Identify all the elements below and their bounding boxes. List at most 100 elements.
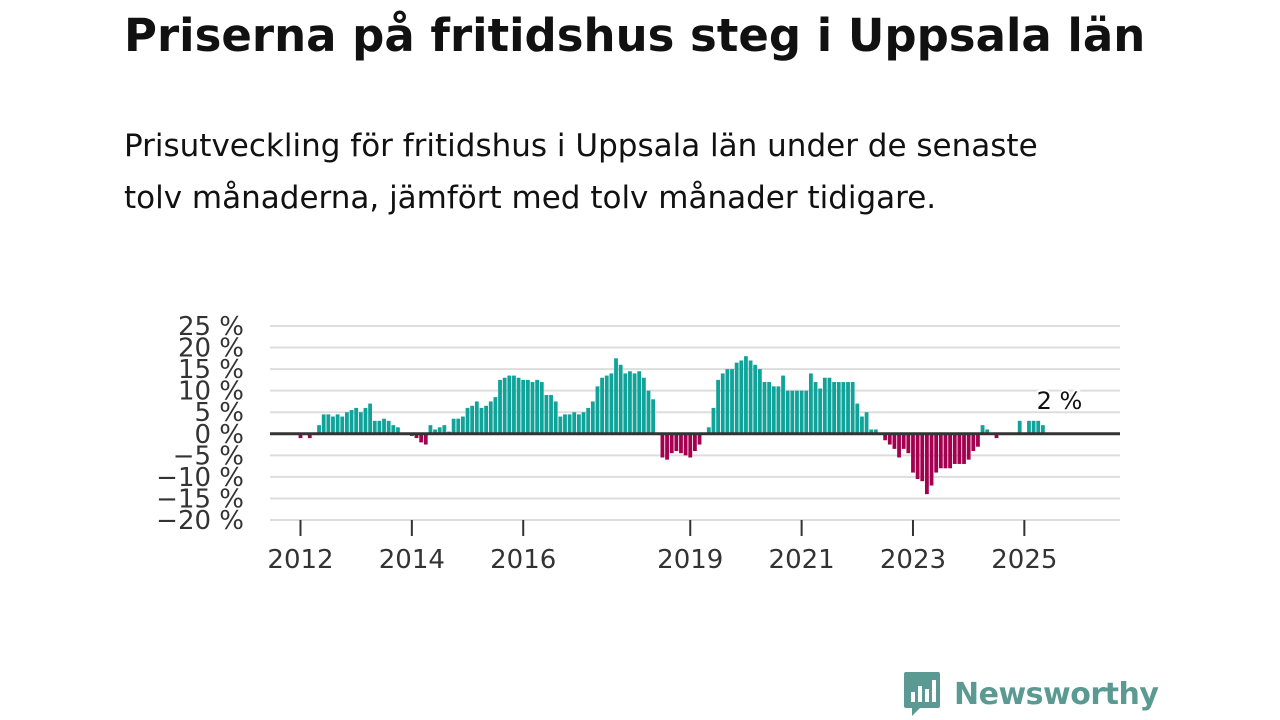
bar (595, 386, 600, 434)
y-tick-label: 5 % (194, 398, 244, 428)
bar (887, 433, 892, 445)
bar (637, 371, 642, 434)
bar (646, 390, 651, 434)
bar (739, 360, 744, 434)
bar (757, 369, 762, 434)
y-tick-label: 20 % (178, 334, 244, 364)
bar (660, 433, 665, 458)
bar (581, 412, 586, 434)
bar (748, 360, 753, 434)
newsworthy-logo-icon (904, 672, 940, 716)
y-tick-label: 25 % (178, 312, 244, 342)
bar (307, 433, 312, 439)
bar (377, 420, 382, 434)
bar (767, 382, 772, 434)
bar (428, 425, 433, 434)
bar (781, 375, 785, 434)
bar (804, 390, 809, 434)
bar (915, 433, 920, 480)
bar (298, 433, 303, 439)
bar (474, 401, 479, 434)
bar (349, 410, 354, 434)
bar (925, 433, 929, 495)
bar (623, 373, 628, 434)
bar (906, 433, 911, 454)
y-tick-label: −15 % (156, 484, 244, 514)
bar (1041, 425, 1045, 434)
bar (809, 373, 813, 434)
bar (345, 412, 349, 434)
annotation-layer: 2 % (1035, 385, 1085, 417)
bar (437, 427, 442, 434)
bar (674, 433, 679, 452)
bar (985, 429, 990, 434)
y-tick-label: 10 % (178, 377, 244, 407)
bar (679, 433, 683, 454)
brand-name: Newsworthy (954, 676, 1159, 712)
bar (1027, 420, 1031, 434)
bar (976, 433, 980, 447)
bar (632, 373, 637, 434)
bar (934, 433, 939, 473)
x-tick-label: 2016 (490, 545, 556, 575)
bar (498, 379, 502, 434)
bar (938, 433, 943, 469)
bar (512, 375, 516, 434)
bar (553, 401, 558, 434)
bar (901, 433, 906, 449)
bar (484, 405, 488, 434)
bar (957, 433, 962, 464)
bar (855, 403, 860, 434)
price-change-bar-chart: 25 %20 %15 %10 %5 %0 %−5 %−10 %−15 %−20 … (156, 312, 1120, 575)
bar (451, 418, 456, 434)
bar (799, 390, 804, 434)
bar (391, 425, 396, 434)
bar (628, 371, 632, 434)
bar (335, 414, 340, 434)
bar (822, 377, 827, 434)
bar (873, 429, 878, 434)
bar (521, 379, 526, 434)
x-tick-label: 2019 (657, 545, 723, 575)
bar (590, 401, 595, 434)
bar (326, 414, 331, 434)
bar (604, 375, 609, 434)
bar (567, 414, 572, 434)
bar (461, 416, 465, 434)
bar (706, 427, 711, 434)
bar (813, 382, 818, 434)
bar (850, 382, 855, 434)
bar (716, 379, 720, 434)
bar (1036, 420, 1041, 434)
bar (549, 394, 553, 434)
bar (442, 425, 447, 434)
bar (614, 358, 618, 434)
bar (331, 416, 335, 434)
y-tick-label: 15 % (178, 355, 244, 385)
bar (832, 382, 836, 434)
bar (600, 377, 604, 434)
bar (795, 390, 799, 434)
bar (827, 377, 832, 434)
bar (354, 407, 359, 434)
bar (340, 416, 345, 434)
bar (753, 364, 758, 434)
bar (470, 405, 475, 434)
bar (841, 382, 846, 434)
bar (433, 429, 437, 434)
bar (860, 416, 864, 434)
bar (651, 399, 656, 434)
y-tick-label: 0 % (194, 420, 244, 450)
bar (465, 407, 470, 434)
bar (525, 379, 530, 434)
bar (785, 390, 790, 434)
bar (911, 433, 915, 473)
bar (544, 394, 549, 434)
y-tick-label: −20 % (156, 506, 244, 536)
bar (669, 433, 674, 454)
bar (456, 418, 461, 434)
bar (423, 433, 428, 445)
bar (396, 427, 400, 434)
bar (1031, 420, 1036, 434)
bar (507, 375, 512, 434)
